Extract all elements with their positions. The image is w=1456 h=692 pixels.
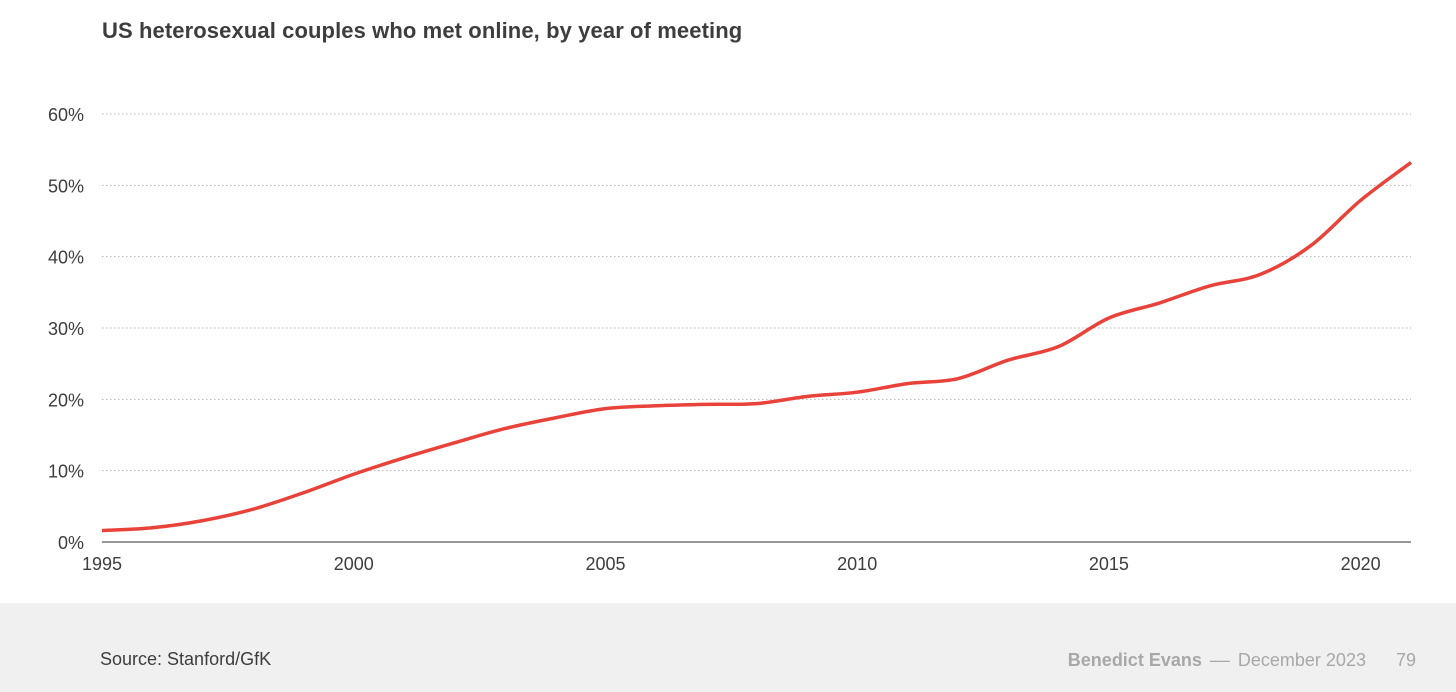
x-tick-label: 2015 (1089, 554, 1129, 574)
credit: Benedict Evans –– December 2023 79 (1068, 650, 1416, 671)
y-tick-label: 50% (48, 176, 84, 196)
x-tick-label: 1995 (82, 554, 122, 574)
y-tick-label: 30% (48, 319, 84, 339)
y-tick-label: 40% (48, 248, 84, 268)
y-tick-label: 10% (48, 462, 84, 482)
line-chart: 0% 10% 20% 30% 40% 50% 60% 1995 2000 2005 2010 201… (48, 105, 1413, 574)
y-tick-label: 60% (48, 105, 84, 125)
gridlines (102, 113, 1411, 472)
y-axis-tick-labels: 0% 10% 20% 30% 40% 50% 60% (48, 105, 84, 553)
author-name: Benedict Evans (1067, 650, 1202, 670)
x-tick-label: 2005 (585, 554, 625, 574)
footer: Source: Stanford/GfK Benedict Evans –– Dec… (0, 603, 1456, 692)
series-line (101, 161, 1413, 533)
y-tick-label: 0% (58, 533, 84, 553)
date-label: December 2023 (1237, 650, 1366, 670)
chart-title: US heterosexual couples who met online, … (102, 18, 743, 43)
y-tick-label: 20% (48, 390, 84, 410)
x-tick-label: 2000 (334, 554, 374, 574)
x-tick-label: 2010 (837, 554, 877, 574)
source-note: Source: Stanford/GfK (100, 649, 272, 669)
credit-separator: –– (1209, 650, 1230, 670)
x-tick-label: 2020 (1341, 554, 1381, 574)
page-number: 79 (1395, 650, 1416, 670)
x-axis-tick-labels: 1995 2000 2005 2010 2015 2020 (82, 554, 1381, 574)
series-layer (101, 161, 1413, 533)
